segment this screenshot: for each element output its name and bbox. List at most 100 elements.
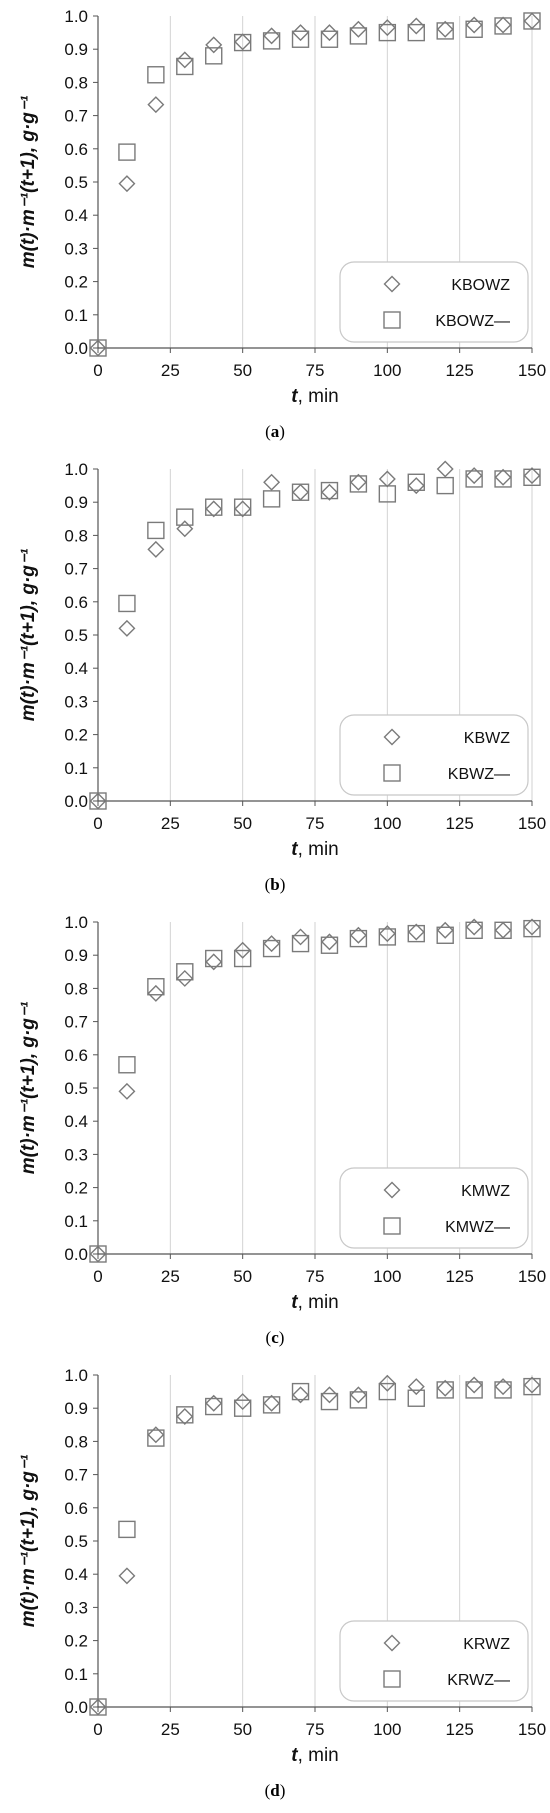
y-tick-label-b-0: 0.0: [64, 792, 88, 811]
y-tick-label-d-3: 0.3: [64, 1598, 88, 1617]
caption-b: (b): [264, 875, 286, 894]
x-tick-label-d-2: 50: [233, 1720, 252, 1739]
y-tick-label-a-6: 0.6: [64, 140, 88, 159]
point-b-s1-8: [320, 481, 339, 500]
x-axis-label-d: t, min: [291, 1745, 339, 1766]
y-tick-label-c-4: 0.4: [64, 1112, 88, 1131]
y-tick-label-b-10: 1.0: [64, 460, 88, 479]
point-d-s1-6: [262, 1396, 281, 1414]
point-b-s0-12: [436, 460, 454, 478]
x-tick-label-a-1: 25: [161, 361, 180, 380]
point-d-s0-6: [263, 1394, 281, 1412]
point-b-s0-7: [292, 483, 310, 501]
chart-b-plot: 0.0 0.1 0.2 0.3 0.4 0.5 0.6 0.7 0.8 0.9 1.0 0 25 50 75…: [18, 460, 546, 860]
y-tick-label-d-0: 0.0: [64, 1698, 88, 1717]
point-a-s1-13: [465, 20, 483, 38]
y-axis-label-c: m(t)·m⁻¹(t+1), g·g⁻¹: [18, 1001, 39, 1174]
point-d-s1-7: [291, 1382, 310, 1401]
point-a-s0-9: [349, 20, 367, 38]
x-axis-label-a: t, min: [291, 386, 339, 407]
legend-marker-d-0: [383, 1634, 401, 1652]
point-c-s0-13: [465, 918, 483, 936]
point-a-s1-3: [176, 57, 194, 76]
point-d-s1-12: [436, 1381, 454, 1399]
point-a-s1-1: [118, 143, 136, 161]
point-a-s1-2: [147, 66, 165, 84]
point-d-s0-13: [465, 1376, 483, 1394]
point-c-s1-7: [291, 934, 310, 953]
legend-marker-b-1: [383, 764, 401, 782]
y-axis-label-a: m(t)·m⁻¹(t+1), g·g⁻¹: [18, 95, 39, 268]
point-b-s0-5: [234, 500, 252, 518]
legend-box-a: [339, 261, 529, 343]
y-tick-label-d-7: 0.7: [64, 1466, 88, 1485]
point-b-s0-14: [494, 468, 512, 486]
x-tick-label-d-0: 0: [93, 1720, 102, 1739]
point-d-s1-10: [378, 1382, 397, 1401]
point-d-s0-1: [118, 1567, 136, 1585]
point-a-s1-6: [262, 32, 281, 50]
x-tick-label-b-0: 0: [93, 814, 102, 833]
point-c-s1-11: [407, 924, 425, 943]
y-tick-label-c-1: 0.1: [64, 1212, 88, 1231]
legend-label-d-0: KRWZ: [463, 1636, 510, 1653]
y-tick-label-a-8: 0.8: [64, 73, 88, 92]
legend-marker-a-0: [383, 275, 401, 293]
point-d-s1-3: [176, 1406, 194, 1424]
x-tick-label-c-5: 125: [445, 1267, 473, 1286]
point-c-s1-13: [465, 921, 483, 939]
point-c-s1-4: [205, 949, 223, 968]
point-c-s1-9: [349, 929, 368, 948]
point-a-s0-3: [176, 51, 194, 69]
point-c-s0-4: [205, 953, 223, 971]
y-tick-label-c-2: 0.2: [64, 1179, 88, 1198]
y-tick-label-c-0: 0.0: [64, 1245, 88, 1264]
point-d-s1-9: [349, 1391, 368, 1409]
caption-a: (a): [265, 422, 285, 441]
x-tick-label-a-0: 0: [93, 361, 102, 380]
legend-label-d-1: KRWZ—: [447, 1672, 510, 1689]
y-tick-label-d-6: 0.6: [64, 1499, 88, 1518]
y-tick-label-c-6: 0.6: [64, 1046, 88, 1065]
point-d-s0-7: [292, 1386, 310, 1404]
legend-d: KRWZ KRWZ—: [339, 1620, 529, 1702]
chart-a-plot: 0.0 0.1 0.2 0.3 0.4 0.5 0.6 0.7 0.8 0.9 1.0 0 25 50 75…: [18, 7, 546, 407]
x-tick-label-a-2: 50: [233, 361, 252, 380]
point-b-s1-6: [262, 490, 281, 508]
point-c-s0-12: [436, 921, 454, 939]
point-a-s1-11: [407, 23, 425, 42]
point-b-s0-1: [118, 619, 136, 637]
point-c-s1-8: [320, 936, 339, 954]
point-c-s1-15: [523, 919, 541, 938]
point-d-s0-2: [147, 1426, 165, 1444]
point-d-s1-1: [118, 1520, 136, 1539]
point-a-s1-14: [494, 17, 512, 35]
point-a-s1-8: [320, 30, 339, 48]
y-tick-label-b-6: 0.6: [64, 593, 88, 612]
y-tick-label-a-7: 0.7: [64, 107, 88, 126]
point-d-s0-5: [234, 1393, 252, 1411]
caption-d-label: d: [270, 1781, 280, 1800]
y-tick-label-b-9: 0.9: [64, 493, 88, 512]
point-b-s0-8: [320, 483, 338, 501]
panel-c: 0.0 0.1 0.2 0.3 0.4 0.5 0.6 0.7 0.8 0.9 1.0 0 25 50 75…: [0, 906, 550, 1359]
point-a-s0-8: [320, 24, 338, 42]
y-tick-label-d-5: 0.5: [64, 1532, 88, 1551]
point-c-s0-14: [494, 921, 512, 939]
x-tick-label-c-6: 150: [518, 1267, 546, 1286]
point-b-s1-1: [118, 594, 136, 613]
point-c-s1-12: [436, 926, 454, 944]
point-b-s1-13: [465, 470, 483, 488]
x-tick-label-c-2: 50: [233, 1267, 252, 1286]
point-a-s0-6: [263, 27, 281, 45]
legend-marker-a-1: [383, 311, 401, 329]
point-b-s1-7: [291, 483, 310, 501]
x-tick-label-d-3: 75: [306, 1720, 325, 1739]
point-d-s0-9: [349, 1386, 367, 1404]
y-tick-label-c-10: 1.0: [64, 913, 88, 932]
point-c-s1-2: [147, 978, 165, 996]
point-c-s0-10: [378, 925, 396, 943]
point-a-s1-0: [89, 339, 107, 357]
point-c-s1-3: [176, 963, 194, 981]
